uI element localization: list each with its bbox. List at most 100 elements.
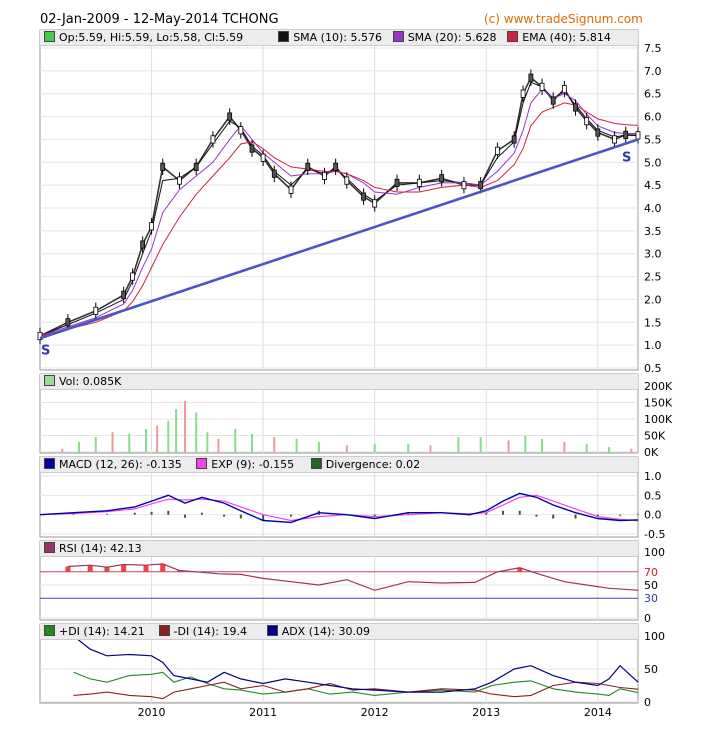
y-tick-label: 0.5 bbox=[644, 362, 662, 375]
legend-item: EMA (40): 5.814 bbox=[507, 31, 611, 44]
legend-label: Op:5.59, Hi:5.59, Lo:5.58, Cl:5.59 bbox=[59, 31, 244, 44]
y-tick-label: -0.5 bbox=[644, 528, 665, 541]
support-label: S bbox=[41, 343, 50, 358]
y-tick-label: 2.5 bbox=[644, 271, 662, 284]
y-tick-label: 100K bbox=[644, 413, 673, 426]
legend-label: ADX (14): 30.09 bbox=[281, 625, 370, 638]
legend-swatch bbox=[392, 31, 404, 42]
candle-body bbox=[635, 131, 641, 140]
legend-label: EXP (9): -0.155 bbox=[211, 458, 295, 471]
x-tick-label: 2011 bbox=[249, 706, 277, 719]
candle-body bbox=[238, 126, 244, 135]
legend-item: RSI (14): 42.13 bbox=[44, 542, 142, 555]
chart-marks: SS bbox=[37, 69, 641, 700]
legend-label: MACD (12, 26): -0.135 bbox=[59, 458, 182, 471]
candle-body bbox=[149, 222, 154, 231]
legend-label: SMA (20): 5.628 bbox=[407, 31, 497, 44]
candle-body bbox=[177, 176, 182, 185]
adx-line bbox=[73, 635, 639, 693]
candle-body bbox=[140, 240, 146, 249]
candle-body bbox=[439, 174, 445, 183]
legend-swatch bbox=[507, 31, 519, 42]
y-tick-label: 3.5 bbox=[644, 225, 662, 238]
candle-body bbox=[322, 171, 327, 181]
legend-item: ADX (14): 30.09 bbox=[266, 625, 370, 638]
macd-line bbox=[39, 492, 639, 524]
price-legend: Op:5.59, Hi:5.59, Lo:5.58, Cl:5.59 SMA (1… bbox=[40, 30, 638, 46]
y-tick-label: 150K bbox=[644, 397, 673, 410]
y-tick-label: 1.5 bbox=[644, 316, 662, 329]
candle-body bbox=[121, 290, 127, 299]
candle-body bbox=[260, 153, 266, 162]
y-tick-label: 100 bbox=[644, 630, 665, 643]
candle-body bbox=[520, 89, 526, 98]
y-tick-label: 0 bbox=[644, 612, 651, 625]
legend-swatch bbox=[266, 625, 278, 636]
legend-item: MACD (12, 26): -0.135 bbox=[44, 458, 182, 471]
candle-body bbox=[478, 181, 484, 190]
legend-item: EXP (9): -0.155 bbox=[196, 458, 294, 471]
candle-body bbox=[550, 96, 556, 105]
candle-body bbox=[288, 185, 294, 194]
dmi-legend: +DI (14): 14.21 -DI (14): 19.4 ADX (14): 3… bbox=[40, 624, 638, 640]
candle-body bbox=[37, 331, 43, 341]
candle-body bbox=[160, 162, 166, 171]
candle-body bbox=[93, 306, 99, 315]
candle-body bbox=[511, 135, 517, 144]
price-line bbox=[39, 102, 639, 337]
candle-body bbox=[495, 146, 500, 155]
legend-swatch bbox=[44, 31, 55, 42]
x-tick-label: 2012 bbox=[361, 706, 389, 719]
y-tick-label: 0.5 bbox=[644, 489, 662, 502]
legend-swatch bbox=[158, 625, 170, 636]
panel-frames bbox=[39, 29, 639, 704]
rsi-threshold-label: 70 bbox=[644, 566, 658, 579]
candle-body bbox=[305, 162, 311, 171]
legend-swatch bbox=[44, 625, 55, 636]
rsi-threshold-label: 30 bbox=[644, 592, 658, 605]
candle-body bbox=[227, 112, 233, 121]
legend-label: EMA (40): 5.814 bbox=[522, 31, 611, 44]
x-tick-label: 2013 bbox=[472, 706, 500, 719]
legend-label: +DI (14): 14.21 bbox=[59, 625, 145, 638]
x-tick-label: 2014 bbox=[584, 706, 612, 719]
price-line bbox=[39, 81, 639, 337]
panel-frame-price bbox=[39, 29, 639, 371]
y-tick-label: 200K bbox=[644, 380, 673, 393]
x-tick-label: 2010 bbox=[138, 706, 166, 719]
legend-swatch bbox=[278, 31, 290, 42]
y-tick-label: 4.0 bbox=[644, 202, 662, 215]
chart-title: 02-Jan-2009 - 12-May-2014 TCHONG bbox=[40, 12, 279, 27]
candle-body bbox=[612, 135, 617, 144]
support-trendline bbox=[39, 138, 639, 340]
support-label: S bbox=[622, 150, 631, 165]
candle-body bbox=[416, 178, 422, 187]
candle-body bbox=[193, 162, 199, 171]
candle-body bbox=[539, 82, 545, 91]
y-tick-label: 5.5 bbox=[644, 133, 662, 146]
candle-body bbox=[394, 178, 400, 187]
candle-body bbox=[623, 130, 629, 139]
legend-item: SMA (10): 5.576 bbox=[278, 31, 382, 44]
legend-swatch bbox=[310, 458, 322, 469]
legend-item: Op:5.59, Hi:5.59, Lo:5.58, Cl:5.59 bbox=[44, 31, 243, 44]
legend-swatch bbox=[44, 542, 55, 553]
legend-item: Divergence: 0.02 bbox=[310, 458, 420, 471]
legend-item: +DI (14): 14.21 bbox=[44, 625, 145, 638]
candle-body bbox=[584, 117, 590, 126]
candle-body bbox=[210, 135, 216, 144]
candle-body bbox=[65, 318, 71, 327]
credit-link[interactable]: (c) www.tradeSignum.com bbox=[484, 12, 643, 26]
y-tick-label: 2.0 bbox=[644, 293, 662, 306]
y-tick-label: 6.5 bbox=[644, 88, 662, 101]
minus-di-line bbox=[73, 681, 639, 700]
candle-body bbox=[130, 272, 136, 281]
plus-di-line bbox=[73, 671, 639, 696]
legend-label: RSI (14): 42.13 bbox=[59, 542, 142, 555]
y-tick-label: 50 bbox=[644, 579, 658, 592]
y-tick-label: 4.5 bbox=[644, 179, 662, 192]
candle-body bbox=[249, 144, 255, 153]
y-tick-label: 3.0 bbox=[644, 248, 662, 261]
candle-body bbox=[361, 192, 366, 201]
y-tick-label: 0 bbox=[644, 696, 651, 709]
